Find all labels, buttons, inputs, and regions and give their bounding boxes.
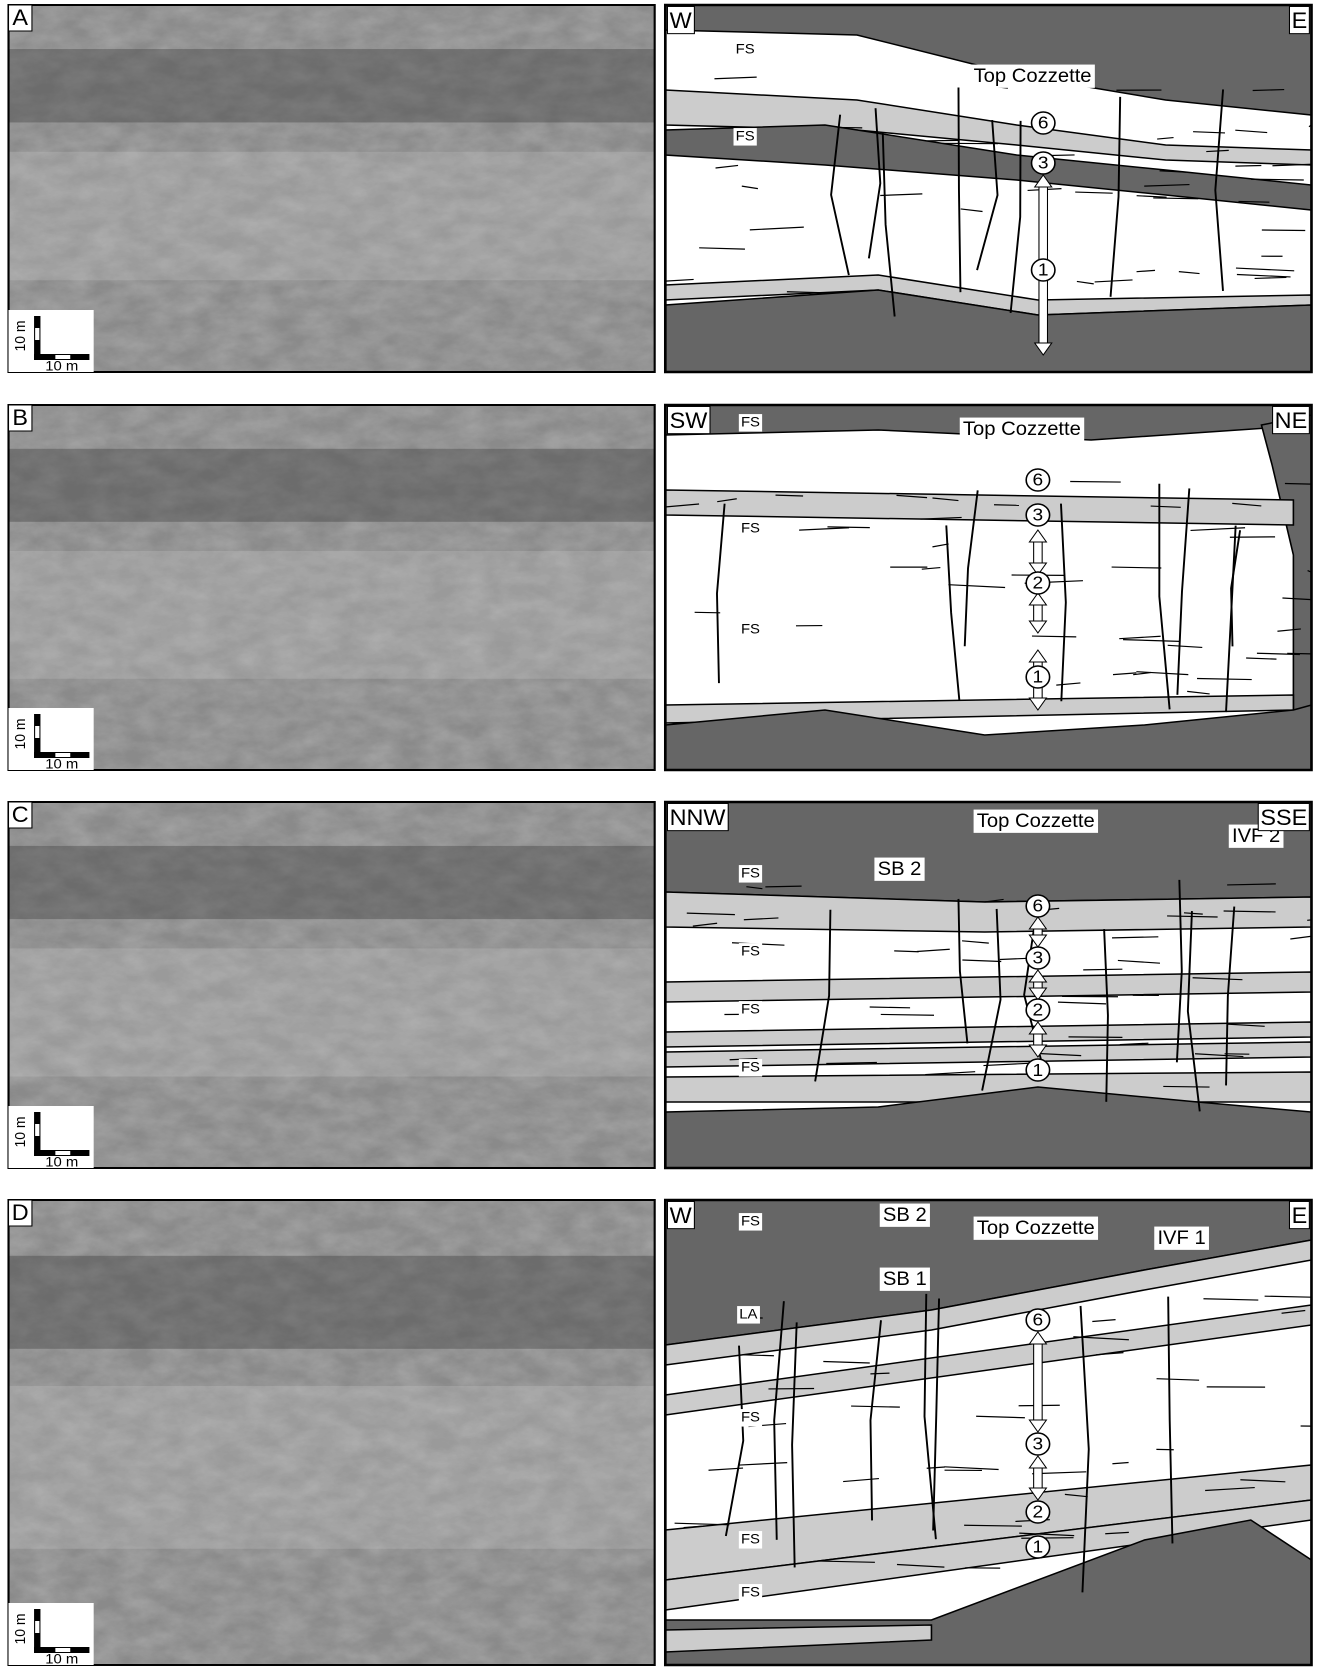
unit-number: 2 bbox=[1033, 1501, 1044, 1521]
direction-right: SSE bbox=[1260, 804, 1307, 829]
sketch: Top CozzetteIVF 2FSSB 26FS3FS2FS1NNWSSE bbox=[665, 802, 1311, 1168]
bedding-line bbox=[994, 505, 1019, 506]
bedding-line bbox=[894, 951, 918, 952]
bedding-line bbox=[1285, 484, 1312, 485]
surface-label: IVF 1 bbox=[1157, 1228, 1205, 1249]
panel-letter: A bbox=[12, 4, 28, 29]
scale-vertical-tick bbox=[35, 726, 39, 738]
unit-number: 2 bbox=[1033, 572, 1044, 592]
unit-number: 3 bbox=[1033, 947, 1044, 967]
fs-label: FS bbox=[736, 129, 755, 144]
fs-label: FS bbox=[741, 1214, 760, 1229]
bedding-line bbox=[827, 527, 869, 528]
scale-horizontal-label: 10 m bbox=[45, 359, 78, 374]
direction-right: E bbox=[1292, 7, 1308, 32]
bedding-line bbox=[1235, 166, 1261, 167]
unit-number: 2 bbox=[1033, 999, 1044, 1019]
bedding-line bbox=[1021, 1538, 1073, 1539]
fs-label: FS bbox=[736, 42, 755, 57]
photo-dark-band bbox=[9, 846, 655, 919]
panel-letter: B bbox=[12, 404, 28, 429]
surface-label: Top Cozzette bbox=[963, 419, 1081, 440]
unit-number: 6 bbox=[1038, 112, 1049, 132]
fs-label: LA bbox=[739, 1307, 758, 1322]
figure: A 10 m 10 m FS Top Cozzette 6 FS 3 1 W E B 10 m 10 m F… bbox=[0, 0, 1320, 1670]
unit-number: 1 bbox=[1033, 1536, 1044, 1556]
fs-label: FS bbox=[741, 1060, 760, 1075]
scale-vertical-tick bbox=[35, 328, 39, 340]
unit-number: 3 bbox=[1038, 152, 1049, 172]
scale-vertical-label: 10 m bbox=[13, 1613, 29, 1644]
photo-light-band bbox=[9, 1386, 655, 1549]
panel-letter: D bbox=[12, 1199, 29, 1224]
direction-left: SW bbox=[670, 407, 708, 432]
sketch: FS Top Cozzette 6 FS 3 1 W E bbox=[665, 5, 1311, 372]
unit-number: 1 bbox=[1033, 1059, 1044, 1079]
scale-horizontal-label: 10 m bbox=[45, 757, 78, 772]
bedding-line bbox=[1083, 969, 1122, 970]
fs-label: FS bbox=[741, 1532, 760, 1547]
bedding-line bbox=[1251, 179, 1304, 180]
direction-left: W bbox=[670, 7, 693, 32]
fs-label: FS bbox=[741, 521, 760, 536]
surface-label: SB 2 bbox=[883, 1205, 927, 1226]
photo-dark-band bbox=[9, 1256, 655, 1349]
fs-label: FS bbox=[741, 944, 760, 959]
scale-horizontal-label: 10 m bbox=[45, 1652, 78, 1667]
photo-dark-band bbox=[9, 449, 655, 522]
arrow-shaft bbox=[1034, 1466, 1043, 1490]
unit-number: 6 bbox=[1033, 1309, 1044, 1329]
photo-light-band bbox=[9, 152, 655, 280]
photo-light-band bbox=[9, 551, 655, 679]
scale-vertical-label: 10 m bbox=[13, 1116, 29, 1147]
photo-dark-band bbox=[9, 49, 655, 122]
bedding-line bbox=[1238, 201, 1269, 202]
surface-label: SB 1 bbox=[883, 1269, 927, 1290]
fs-label: FS bbox=[741, 622, 760, 637]
bedding-line bbox=[765, 886, 801, 887]
arrow-shaft bbox=[1034, 603, 1043, 623]
fs-label: FS bbox=[741, 1002, 760, 1017]
direction-right: NE bbox=[1275, 407, 1308, 432]
unit-number: 3 bbox=[1033, 1433, 1044, 1453]
scale-vertical-tick bbox=[35, 1621, 39, 1633]
bedding-line bbox=[1070, 481, 1121, 482]
unit-number: 6 bbox=[1033, 895, 1044, 915]
unit-number: 1 bbox=[1038, 259, 1049, 279]
bedding-line bbox=[1153, 198, 1198, 199]
fs-label: FS bbox=[741, 415, 760, 430]
surface-label: Top Cozzette bbox=[977, 1218, 1095, 1239]
unit-number: 1 bbox=[1033, 666, 1044, 686]
arrow-shaft bbox=[1034, 540, 1043, 565]
bedding-line bbox=[1032, 636, 1076, 637]
direction-left: W bbox=[670, 1202, 693, 1227]
surface-label: SB 2 bbox=[878, 859, 922, 880]
fs-label: FS bbox=[741, 1410, 760, 1425]
panel-letter: C bbox=[12, 801, 29, 826]
direction-right: E bbox=[1292, 1202, 1308, 1227]
bedding-line bbox=[870, 1007, 910, 1008]
surface-label: Top Cozzette bbox=[974, 66, 1092, 87]
fs-label: FS bbox=[741, 1585, 760, 1600]
surface-label: Top Cozzette bbox=[977, 811, 1095, 832]
photo-light-band bbox=[9, 948, 655, 1076]
unit-number: 3 bbox=[1033, 504, 1044, 524]
bedding-line bbox=[870, 1373, 889, 1374]
direction-left: NNW bbox=[670, 804, 726, 829]
scale-vertical-label: 10 m bbox=[13, 718, 29, 749]
sketch: FS SB 2 Top Cozzette IVF 1 SB 1 LA 6 FS 3 2 FS 1 FS W… bbox=[665, 1200, 1311, 1665]
scale-vertical-label: 10 m bbox=[13, 320, 29, 351]
arrow-shaft bbox=[1034, 1342, 1043, 1422]
unit-number: 6 bbox=[1033, 469, 1044, 489]
fs-label: FS bbox=[741, 866, 760, 881]
scale-vertical-tick bbox=[35, 1124, 39, 1136]
sketch: FS Top Cozzette 6 3 FS 2 FS 1 SW NE bbox=[665, 405, 1311, 770]
bedding-line bbox=[1163, 1086, 1209, 1087]
page: A 10 m 10 m FS Top Cozzette 6 FS 3 1 W E B 10 m 10 m F… bbox=[0, 0, 1320, 1670]
scale-horizontal-label: 10 m bbox=[45, 1155, 78, 1170]
